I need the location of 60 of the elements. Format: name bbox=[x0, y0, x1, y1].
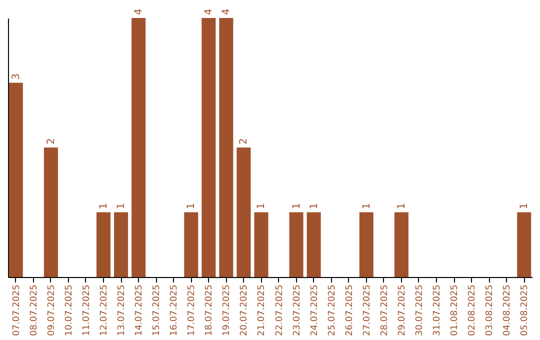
data-label: 2 bbox=[46, 138, 57, 144]
x-tick-label: 17.07.2025 bbox=[187, 284, 198, 336]
bar bbox=[289, 212, 304, 277]
bar bbox=[254, 212, 268, 277]
x-tick-label: 31.07.2025 bbox=[432, 284, 442, 336]
data-label: 2 bbox=[238, 138, 250, 144]
bar bbox=[306, 212, 321, 277]
x-tick-label: 28.07.2025 bbox=[380, 284, 390, 336]
data-label: 4 bbox=[221, 8, 232, 15]
data-label: 3 bbox=[10, 73, 22, 80]
data-label: 4 bbox=[204, 8, 215, 15]
x-tick-label: 01.08.2025 bbox=[450, 284, 460, 336]
data-label: 1 bbox=[361, 202, 372, 210]
x-tick-label: 09.07.2025 bbox=[46, 284, 57, 336]
x-tick-label: 14.07.2025 bbox=[134, 284, 145, 336]
x-tick-label: 21.07.2025 bbox=[257, 284, 268, 336]
x-tick-label: 23.07.2025 bbox=[292, 284, 302, 336]
bar bbox=[517, 212, 532, 277]
bar bbox=[219, 18, 234, 277]
x-tick-label: 18.07.2025 bbox=[204, 284, 215, 336]
x-tick-label: 10.07.2025 bbox=[64, 284, 74, 336]
bar bbox=[236, 148, 251, 277]
x-tick-label: 08.07.2025 bbox=[29, 284, 40, 336]
x-tick-label: 26.07.2025 bbox=[344, 284, 355, 336]
bar bbox=[96, 212, 111, 277]
x-tick-label: 07.07.2025 bbox=[12, 284, 22, 336]
x-tick-label: 19.07.2025 bbox=[222, 284, 232, 336]
bar bbox=[8, 82, 23, 277]
x-tick-label: 05.08.2025 bbox=[520, 284, 530, 336]
x-tick-label: 15.07.2025 bbox=[152, 284, 162, 336]
x-tick-label: 02.08.2025 bbox=[468, 284, 478, 336]
x-tick-label: 03.08.2025 bbox=[485, 284, 496, 336]
data-label: 1 bbox=[291, 202, 302, 210]
data-label: 1 bbox=[396, 202, 408, 210]
x-tick-label: 22.07.2025 bbox=[274, 284, 285, 336]
bar bbox=[184, 212, 198, 277]
data-label: 1 bbox=[98, 202, 110, 210]
x-tick-label: 13.07.2025 bbox=[117, 284, 128, 336]
data-label: 1 bbox=[186, 202, 198, 210]
bar bbox=[359, 212, 374, 277]
x-tick-label: 04.08.2025 bbox=[502, 284, 513, 336]
data-label: 1 bbox=[256, 202, 268, 210]
bar bbox=[114, 212, 128, 277]
x-tick-label: 24.07.2025 bbox=[310, 284, 320, 336]
x-tick-label: 16.07.2025 bbox=[170, 284, 180, 336]
x-tick-label: 20.07.2025 bbox=[240, 284, 250, 336]
data-label: 1 bbox=[308, 202, 320, 210]
bar bbox=[202, 18, 216, 277]
x-tick-label: 27.07.2025 bbox=[362, 284, 372, 336]
bar bbox=[394, 212, 408, 277]
data-label: 1 bbox=[116, 202, 128, 210]
data-label: 1 bbox=[519, 202, 530, 210]
x-tick-label: 11.07.2025 bbox=[82, 284, 92, 336]
bar bbox=[44, 148, 58, 277]
x-tick-label: 30.07.2025 bbox=[414, 284, 425, 336]
data-label: 4 bbox=[134, 8, 145, 15]
bar bbox=[132, 18, 146, 277]
x-tick-label: 12.07.2025 bbox=[100, 284, 110, 336]
x-tick-label: 29.07.2025 bbox=[397, 284, 408, 336]
x-tick-label: 25.07.2025 bbox=[327, 284, 338, 336]
